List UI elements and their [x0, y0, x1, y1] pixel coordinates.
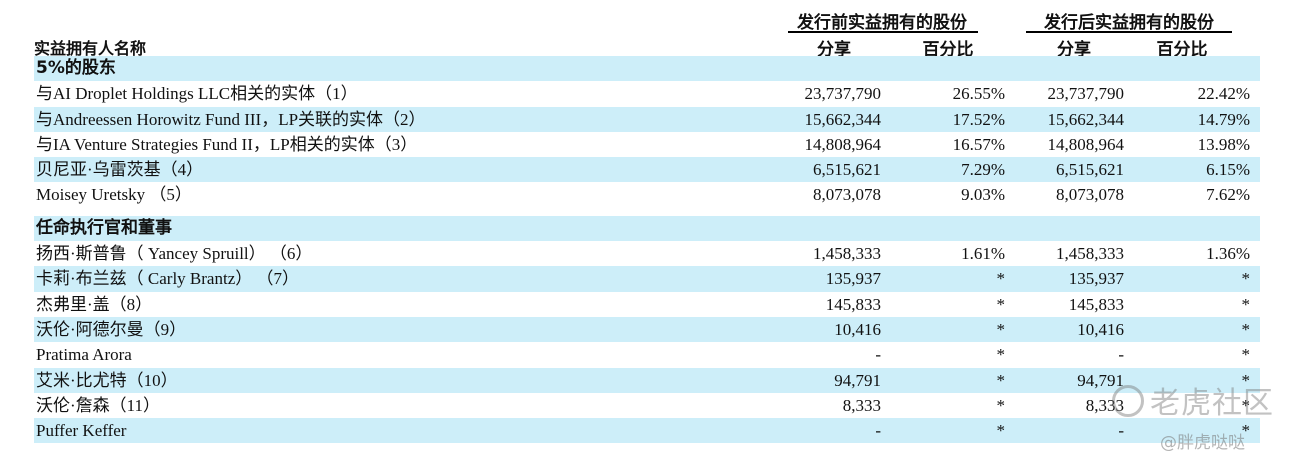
owner-name: Moisey Uretsky （5） [36, 185, 192, 205]
post-shares-cell: 145,833 [1068, 294, 1124, 314]
pre-shares-cell: 15,662,344 [804, 109, 882, 129]
pre-percent-cell: 1.61% [961, 244, 1005, 264]
post-percent-cell: 13.98% [1197, 134, 1250, 154]
pre-shares-cell: 94,791 [834, 370, 881, 390]
owner-name: Pratima Arora [36, 345, 132, 365]
pre-percent-cell: 26.55% [952, 84, 1005, 104]
owner-name: 与IA Venture Strategies Fund II，LP相关的实体（3… [36, 134, 418, 154]
pre-shares-cell: 135,937 [825, 269, 881, 289]
table-row: 与Andreessen Horowitz Fund III，LP关联的实体（2）… [34, 106, 1260, 132]
table-row: 卡莉·布兰兹（ Carly Brantz） （7） 135,937 * 135,… [34, 266, 1260, 292]
post-shares-cell: 23,737,790 [1047, 84, 1125, 104]
owner-column-header: 实益拥有人名称 [34, 39, 147, 58]
owner-name: Puffer Keffer [36, 421, 127, 441]
post-shares-cell: 1,458,333 [1056, 244, 1124, 264]
table-row: 艾米·比尤特（10） 94,791 * 94,791 * [34, 367, 1260, 393]
owner-name: 贝尼亚·乌雷茨基（4） [36, 160, 204, 180]
owner-name: 沃伦·詹森（11） [36, 395, 161, 415]
watermark-brand: 老虎社区 [1112, 378, 1274, 422]
pre-shares-cell: 10,416 [834, 319, 881, 339]
table-row: 贝尼亚·乌雷茨基（4） 6,515,621 7.29% 6,515,621 6.… [34, 157, 1260, 183]
post-percent-cell: * [1241, 421, 1251, 441]
owner-name: 扬西·斯普鲁（ Yancey Spruill） （6） [36, 244, 313, 264]
pre-percent-cell: * [996, 319, 1006, 339]
post-shares-cell: 14,808,964 [1047, 134, 1125, 154]
pre-offering-group-header: 发行前实益拥有的股份 [797, 13, 967, 33]
pre-percent-cell: 16.57% [952, 134, 1005, 154]
ownership-table: 发行前实益拥有的股份 发行后实益拥有的股份 实益拥有人名称 分享 百分比 分享 … [34, 6, 1260, 444]
pre-shares-header: 分享 [817, 40, 851, 60]
pre-percent-cell: 7.29% [961, 160, 1005, 180]
post-shares-cell: 6,515,621 [1056, 160, 1124, 180]
post-shares-cell: 135,937 [1068, 269, 1124, 289]
pre-percent-cell: * [996, 421, 1006, 441]
section-title-row: 任命执行官和董事 [34, 215, 1260, 242]
table-row: 与IA Venture Strategies Fund II，LP相关的实体（3… [34, 132, 1260, 157]
pre-shares-cell: 8,073,078 [813, 185, 881, 205]
owner-name: 沃伦·阿德尔曼（9） [36, 319, 187, 339]
owner-name: 与AI Droplet Holdings LLC相关的实体（1） [36, 84, 358, 104]
post-percent-cell: 22.42% [1197, 84, 1250, 104]
pre-percent-cell: * [996, 395, 1006, 415]
post-percent-cell: * [1241, 269, 1251, 289]
post-percent-cell: * [1241, 294, 1251, 314]
pre-percent-cell: * [996, 294, 1006, 314]
post-shares-cell: - [1118, 421, 1124, 441]
pre-percent-cell: 9.03% [961, 185, 1005, 205]
post-percent-cell: 6.15% [1206, 160, 1250, 180]
post-percent-cell: 14.79% [1197, 109, 1250, 129]
tiger-paw-icon [1112, 385, 1144, 417]
owner-name: 杰弗里·盖（8） [36, 294, 153, 314]
table-row: 沃伦·詹森（11） 8,333 * 8,333 * [34, 393, 1260, 418]
pre-shares-cell: 23,737,790 [804, 84, 882, 104]
owner-name: 艾米·比尤特（10） [36, 370, 178, 390]
pre-shares-cell: 6,515,621 [813, 160, 881, 180]
table-row: Moisey Uretsky （5） 8,073,078 9.03% 8,073… [34, 182, 1260, 207]
post-percent-cell: 7.62% [1206, 185, 1250, 205]
post-shares-cell: 15,662,344 [1047, 109, 1125, 129]
post-shares-cell: 10,416 [1077, 319, 1124, 339]
table-row: 沃伦·阿德尔曼（9） 10,416 * 10,416 * [34, 316, 1260, 343]
owner-name: 与Andreessen Horowitz Fund III，LP关联的实体（2） [36, 109, 426, 129]
post-percent-cell: * [1241, 370, 1251, 390]
watermark-user: @胖虎哒哒 [1160, 433, 1245, 453]
post-percent-header: 百分比 [1156, 40, 1208, 60]
table-row: Puffer Keffer - * - * [34, 418, 1260, 444]
post-percent-cell: * [1241, 395, 1251, 415]
post-percent-cell: 1.36% [1206, 244, 1250, 264]
pre-percent-cell: * [996, 269, 1006, 289]
pre-percent-header: 百分比 [922, 40, 974, 60]
pre-shares-cell: - [875, 421, 881, 441]
post-shares-cell: 94,791 [1077, 370, 1124, 390]
pre-shares-cell: 145,833 [825, 294, 881, 314]
pre-shares-cell: 14,808,964 [804, 134, 882, 154]
table-row: 扬西·斯普鲁（ Yancey Spruill） （6） 1,458,333 1.… [34, 241, 1260, 266]
owner-name: 卡莉·布兰兹（ Carly Brantz） （7） [36, 269, 299, 289]
watermark-brand-text: 老虎社区 [1150, 386, 1274, 421]
table-header: 发行前实益拥有的股份 发行后实益拥有的股份 实益拥有人名称 分享 百分比 分享 … [34, 6, 1260, 60]
post-shares-header: 分享 [1057, 40, 1091, 60]
section-spacer [34, 208, 1260, 216]
table-row: Pratima Arora - * - * [34, 342, 1260, 367]
pre-shares-cell: 8,333 [842, 395, 881, 415]
post-shares-cell: - [1118, 345, 1124, 365]
pre-group-rule [788, 31, 978, 33]
pre-percent-cell: * [996, 345, 1006, 365]
pre-percent-cell: 17.52% [952, 109, 1005, 129]
post-group-rule [1026, 31, 1232, 33]
section-title-row: 5%的股东 [34, 56, 1260, 82]
pre-shares-cell: 1,458,333 [813, 244, 881, 264]
section-title: 5%的股东 [36, 58, 116, 78]
section-title: 任命执行官和董事 [36, 217, 172, 238]
post-shares-cell: 8,073,078 [1056, 185, 1124, 205]
pre-shares-cell: - [875, 345, 881, 365]
table-row: 与AI Droplet Holdings LLC相关的实体（1） 23,737,… [34, 81, 1260, 106]
pre-percent-cell: * [996, 370, 1006, 390]
post-offering-group-header: 发行后实益拥有的股份 [1044, 13, 1214, 33]
post-percent-cell: * [1241, 319, 1251, 339]
table-row: 杰弗里·盖（8） 145,833 * 145,833 * [34, 292, 1260, 317]
post-percent-cell: * [1241, 345, 1251, 365]
